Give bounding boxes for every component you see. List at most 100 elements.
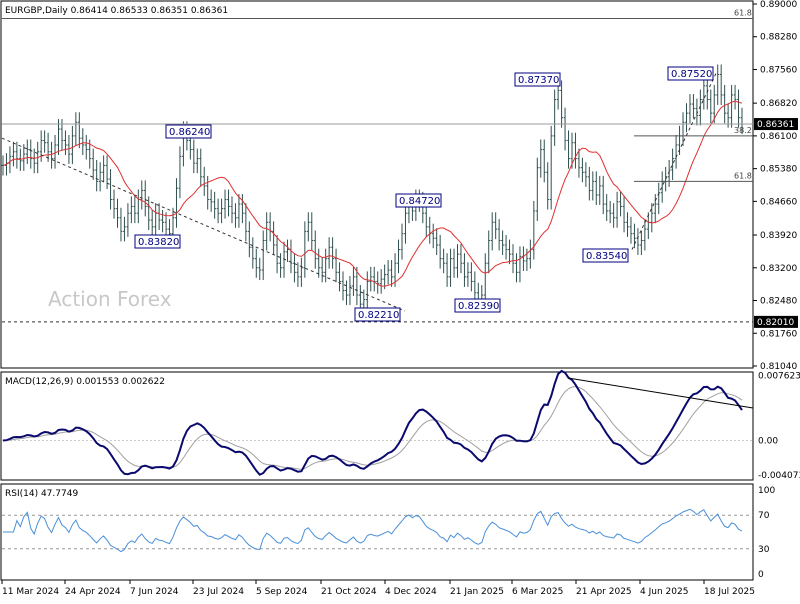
price-panel-frame <box>0 0 754 369</box>
price-bar <box>67 134 71 165</box>
price-bar <box>112 189 116 219</box>
price-bar <box>109 169 112 210</box>
pivot-label-text: 0.82210 <box>358 310 399 321</box>
price-bar <box>667 159 671 187</box>
up-trend-line <box>631 71 718 250</box>
current-price-label: 0.86361 <box>757 120 794 130</box>
price-bar <box>12 141 15 167</box>
price-bar <box>91 148 95 180</box>
price-axis-label: 0.84660 <box>760 197 797 207</box>
price-bar <box>143 180 147 217</box>
price-bar <box>123 216 126 242</box>
price-bar <box>313 230 317 269</box>
price-bar <box>393 253 397 287</box>
price-bar <box>57 119 60 155</box>
price-bar <box>587 166 591 201</box>
price-bar <box>633 223 636 249</box>
price-bar <box>452 248 456 278</box>
price-bar <box>265 212 269 251</box>
price-bar <box>390 260 393 287</box>
date-axis-label: 5 Sep 2024 <box>256 587 308 597</box>
price-bar <box>206 175 210 210</box>
price-bar <box>615 191 619 228</box>
price-bar <box>567 130 570 169</box>
price-bar <box>310 212 314 251</box>
price-bar <box>119 207 123 242</box>
panel-frames <box>0 0 754 581</box>
price-bar <box>456 244 459 278</box>
price-bar <box>296 262 300 287</box>
pivot-label-text: 0.86240 <box>169 127 210 138</box>
price-bar <box>379 269 383 294</box>
price-bar <box>317 248 321 278</box>
price-bar <box>227 189 230 217</box>
pivot-label-text: 0.83540 <box>586 251 627 262</box>
rsi-line <box>3 508 743 553</box>
rsi-axis-label: 100 <box>758 486 775 496</box>
price-bar <box>355 266 359 306</box>
price-bar <box>598 175 602 206</box>
price-bar <box>247 221 251 258</box>
price-bar <box>449 248 452 287</box>
pivot-label: 0.83820 <box>134 234 181 249</box>
price-bar <box>629 216 633 244</box>
price-bar <box>563 107 567 151</box>
price-bar <box>577 148 581 178</box>
price-bar <box>209 189 213 212</box>
price-bar <box>365 271 369 310</box>
support-price-label: 0.82010 <box>757 318 794 328</box>
price-bar <box>570 132 574 169</box>
date-axis-label: 21 Apr 2025 <box>576 587 632 597</box>
price-bar <box>286 239 289 262</box>
price-bar <box>643 219 647 251</box>
price-bar <box>501 230 505 256</box>
date-axis-label: 21 Oct 2024 <box>321 587 377 597</box>
price-bar <box>483 253 487 306</box>
rsi-layer: 100 70 30 0 <box>2 486 775 580</box>
macd-trend-line <box>567 377 754 409</box>
price-bar <box>102 155 106 183</box>
price-bar <box>95 159 99 192</box>
price-bar <box>25 139 29 165</box>
rsi-axis-label: 30 <box>758 545 770 555</box>
price-bar <box>272 221 276 256</box>
price-bar <box>542 139 546 183</box>
price-bar <box>622 196 626 233</box>
price-bar <box>511 244 515 274</box>
price-bar <box>709 89 713 124</box>
price-bar <box>438 235 442 269</box>
price-bar <box>601 175 605 215</box>
price-bar <box>345 280 348 306</box>
price-bar <box>244 203 248 242</box>
date-axis-label: 18 Jul 2025 <box>704 587 755 597</box>
price-bar <box>22 144 26 171</box>
price-bar <box>719 64 723 105</box>
price-bar <box>535 157 539 221</box>
price-bar <box>29 139 33 169</box>
pivot-label-text: 0.87370 <box>518 75 559 86</box>
price-bar <box>581 157 584 183</box>
price-bar <box>237 194 241 228</box>
date-axis-label: 7 Jun 2024 <box>130 587 179 597</box>
price-bar <box>192 139 196 174</box>
price-bar <box>404 203 407 244</box>
price-bar <box>431 223 435 249</box>
price-bar <box>424 203 428 237</box>
price-bar <box>306 212 310 242</box>
pivot-label-box <box>395 193 442 208</box>
price-bar <box>692 94 695 119</box>
fib-level-label: 61.8 <box>734 171 752 180</box>
price-bar <box>608 200 612 224</box>
price-bar <box>348 275 352 306</box>
pivot-label-text: 0.87520 <box>671 69 712 80</box>
price-bar <box>175 178 178 228</box>
rsi-axis-label: 0 <box>758 570 764 580</box>
price-bar <box>716 64 720 105</box>
price-bar <box>466 262 470 287</box>
price-bar <box>150 210 154 237</box>
price-bar <box>508 239 511 265</box>
rsi-panel-frame <box>0 483 754 581</box>
price-bar <box>240 194 244 224</box>
price-bar <box>490 212 494 251</box>
price-bar <box>639 230 643 256</box>
